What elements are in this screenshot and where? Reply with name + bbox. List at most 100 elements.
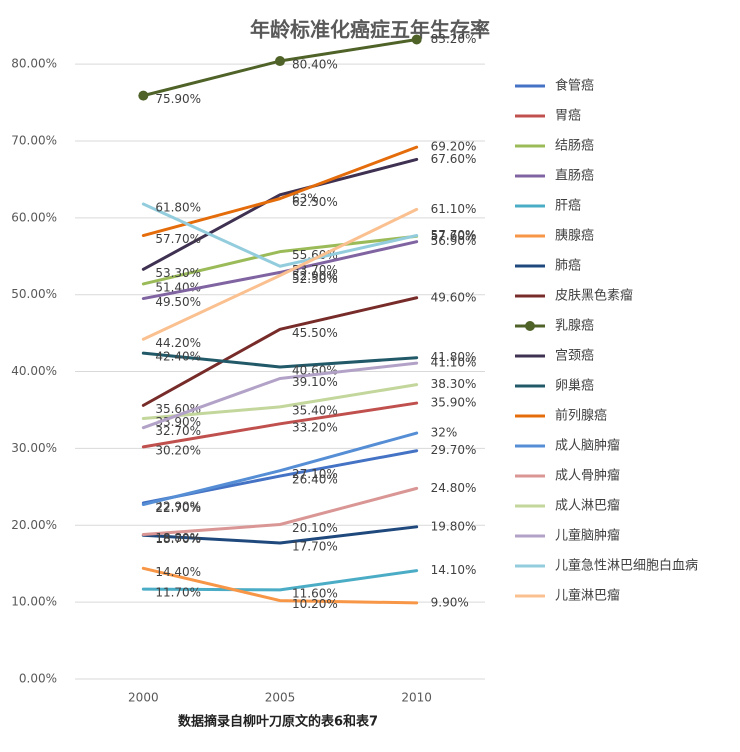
x-tick-label: 2000 <box>128 691 159 705</box>
data-label: 19.80% <box>431 519 477 533</box>
series-line <box>141 351 419 369</box>
data-label: 53.30% <box>155 266 201 280</box>
data-label: 22.90% <box>155 499 201 513</box>
data-label: 42.40% <box>155 350 201 364</box>
data-label: 61.80% <box>155 201 201 215</box>
data-label: 80.40% <box>292 58 338 72</box>
data-label: 67.60% <box>431 152 477 166</box>
series-line <box>141 234 419 286</box>
data-label: 57.70% <box>431 228 477 242</box>
data-label: 30.20% <box>155 443 201 457</box>
data-label: 56.90% <box>431 234 477 248</box>
y-tick-label: 40.00% <box>11 364 57 378</box>
x-axis-label: 数据摘录自柳叶刀原文的表6和表7 <box>178 714 378 730</box>
series-line <box>141 157 419 271</box>
data-label: 39.10% <box>292 375 338 389</box>
y-tick-label: 60.00% <box>11 210 57 224</box>
data-label: 32% <box>431 426 458 440</box>
y-tick-label: 30.00% <box>11 441 57 455</box>
y-tick-label: 80.00% <box>11 57 57 71</box>
legend-label: 儿童脑肿瘤 <box>555 528 620 544</box>
legend-label: 儿童淋巴瘤 <box>555 588 620 604</box>
series-line <box>141 240 419 301</box>
series-line <box>141 38 419 98</box>
data-label: 38.30% <box>431 377 477 391</box>
y-tick-label: 20.00% <box>11 518 57 532</box>
y-tick-label: 10.00% <box>11 595 57 609</box>
data-label: 26.40% <box>292 473 338 487</box>
data-label: 62.50% <box>292 195 338 209</box>
data-label: 35.90% <box>431 396 477 410</box>
legend-marker <box>525 321 535 331</box>
legend-label: 直肠癌 <box>555 168 594 184</box>
data-label: 11.70% <box>155 586 201 600</box>
data-label: 61.10% <box>431 202 477 216</box>
y-tick-label: 50.00% <box>11 287 57 301</box>
data-label: 83.20% <box>431 32 477 46</box>
chart-title: 年龄标准化癌症五年生存率 <box>250 18 490 42</box>
data-label: 14.10% <box>431 563 477 577</box>
data-label: 9.90% <box>431 595 469 609</box>
data-label: 44.20% <box>155 336 201 350</box>
legend-label: 前列腺癌 <box>555 408 607 424</box>
series-line <box>141 431 419 507</box>
data-label: 35.40% <box>292 403 338 417</box>
data-label: 14.40% <box>155 565 201 579</box>
data-label: 52.90% <box>292 269 338 283</box>
data-label: 41.80% <box>431 350 477 364</box>
series-line <box>141 569 419 592</box>
data-label: 11.60% <box>292 586 338 600</box>
data-label: 22.70% <box>155 501 201 515</box>
data-label: 33.20% <box>292 420 338 434</box>
series-line <box>141 383 419 420</box>
series-line <box>141 525 419 545</box>
data-label: 69.20% <box>431 140 477 154</box>
legend-label: 胃癌 <box>555 108 581 124</box>
data-label: 27.10% <box>292 467 338 481</box>
legend-label: 成人脑肿瘤 <box>555 438 620 454</box>
series-line <box>141 486 419 537</box>
data-label: 57.60% <box>431 229 477 243</box>
legend-label: 肺癌 <box>555 258 581 274</box>
series-line <box>141 202 419 268</box>
data-label: 57.70% <box>155 232 201 246</box>
data-label: 20.10% <box>292 521 338 535</box>
data-label: 63% <box>292 191 319 205</box>
data-label: 75.90% <box>155 92 201 106</box>
data-label: 10.20% <box>292 597 338 611</box>
legend-label: 宫颈癌 <box>555 348 594 364</box>
data-label: 49.50% <box>155 295 201 309</box>
point-marker <box>411 34 422 45</box>
data-label: 41.10% <box>431 356 477 370</box>
legend-label: 成人淋巴瘤 <box>555 498 620 514</box>
series-line <box>141 207 419 341</box>
legend-label: 儿童急性淋巴细胞白血病 <box>555 558 698 574</box>
data-label: 45.50% <box>292 326 338 340</box>
data-label: 49.60% <box>431 290 477 304</box>
legend-label: 皮肤黑色素瘤 <box>555 288 633 304</box>
data-label: 32.70% <box>155 424 201 438</box>
point-marker <box>275 56 285 67</box>
series-line <box>141 296 419 407</box>
point-marker <box>138 90 149 101</box>
series-line <box>141 401 419 449</box>
y-tick-label: 70.00% <box>11 133 57 147</box>
x-tick-label: 2010 <box>401 691 432 705</box>
legend-label: 结肠癌 <box>555 138 594 154</box>
legend-label: 胰腺癌 <box>555 228 594 244</box>
data-label: 18.80% <box>155 531 201 545</box>
data-label: 52.50% <box>292 272 338 286</box>
series-line <box>141 361 419 430</box>
data-label: 29.70% <box>431 443 477 457</box>
data-label: 18.70% <box>155 532 201 546</box>
legend-label: 食管癌 <box>555 78 594 94</box>
x-tick-label: 2005 <box>265 691 296 705</box>
legend-label: 卵巢癌 <box>555 378 594 394</box>
y-tick-label: 0.00% <box>19 672 57 686</box>
legend-label: 成人骨肿瘤 <box>555 468 620 484</box>
data-label: 17.70% <box>292 539 338 553</box>
legend-label: 肝癌 <box>555 198 581 214</box>
data-label: 53.70% <box>292 263 338 277</box>
series-line <box>141 566 419 605</box>
